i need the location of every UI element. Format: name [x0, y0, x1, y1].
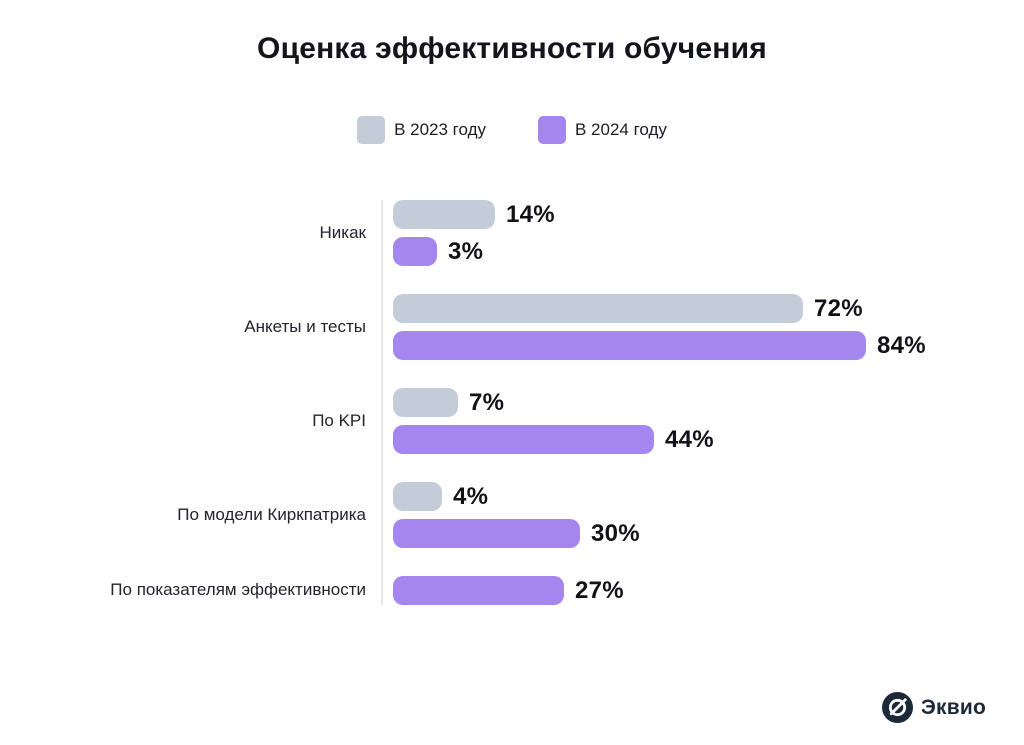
bar-row: 27%	[393, 576, 1024, 605]
legend-item: В 2024 году	[538, 116, 667, 144]
bar-row: 44%	[393, 425, 1024, 454]
legend-swatch	[357, 116, 386, 144]
bar-row: 3%	[393, 237, 1024, 266]
legend-item: В 2023 году	[357, 116, 486, 144]
bar-value-label: 14%	[506, 200, 555, 228]
category-label: Никак	[319, 222, 366, 242]
bar	[393, 388, 458, 417]
bar	[393, 519, 580, 548]
brand-logo: Эквио	[881, 692, 986, 723]
category-label: Анкеты и тесты	[244, 316, 366, 336]
bar-row: 72%	[393, 294, 1024, 323]
brand-logo-icon	[881, 692, 913, 723]
bar	[393, 482, 442, 511]
bar-value-label: 3%	[448, 237, 484, 265]
axis-line	[381, 200, 383, 605]
bar-pair: 27%	[370, 576, 1024, 605]
chart-row-group: По показателям эффективности 27%	[0, 576, 1024, 605]
chart-row-group: Никак 14% 3%	[0, 200, 1024, 266]
chart-row-group: По модели Киркпатрика 4% 30%	[0, 482, 1024, 548]
legend: В 2023 году В 2024 году	[0, 116, 1024, 144]
bar-row: 4%	[393, 482, 1024, 511]
legend-swatch	[538, 116, 566, 144]
bar-value-label: 27%	[575, 576, 624, 604]
category-label: По показателям эффективности	[110, 580, 366, 600]
chart-row-group: По KPI 7% 44%	[0, 388, 1024, 454]
bar-value-label: 7%	[469, 388, 505, 416]
chart-row-group: Анкеты и тесты 72% 84%	[0, 294, 1024, 360]
bar	[393, 576, 564, 605]
bar-pair: 4% 30%	[370, 482, 1024, 548]
bar-value-label: 84%	[877, 331, 926, 359]
legend-label: В 2023 году	[394, 120, 486, 139]
bar	[393, 237, 437, 266]
bar-pair: 7% 44%	[370, 388, 1024, 454]
bar-value-label: 30%	[591, 519, 640, 547]
bar-pair: 14% 3%	[370, 200, 1024, 266]
chart-title: Оценка эффективности обучения	[257, 32, 767, 65]
chart: Никак 14% 3% Анкеты и тесты 72% 84% По KPI 7% 44…	[0, 200, 1024, 605]
category-label: По KPI	[312, 410, 366, 430]
bar	[393, 425, 654, 454]
bar-value-label: 44%	[665, 425, 714, 453]
brand-logo-text: Эквио	[920, 695, 986, 719]
category-label: По модели Киркпатрика	[177, 504, 366, 524]
bar-row: 7%	[393, 388, 1024, 417]
bar	[393, 200, 495, 229]
bar-row: 14%	[393, 200, 1024, 229]
bar-pair: 72% 84%	[370, 294, 1024, 360]
legend-label: В 2024 году	[575, 120, 667, 139]
bar	[393, 294, 803, 323]
bar-row: 30%	[393, 519, 1024, 548]
bar-value-label: 4%	[453, 482, 489, 510]
bar	[393, 331, 866, 360]
bar-row: 84%	[393, 331, 1024, 360]
bar-value-label: 72%	[814, 294, 863, 322]
